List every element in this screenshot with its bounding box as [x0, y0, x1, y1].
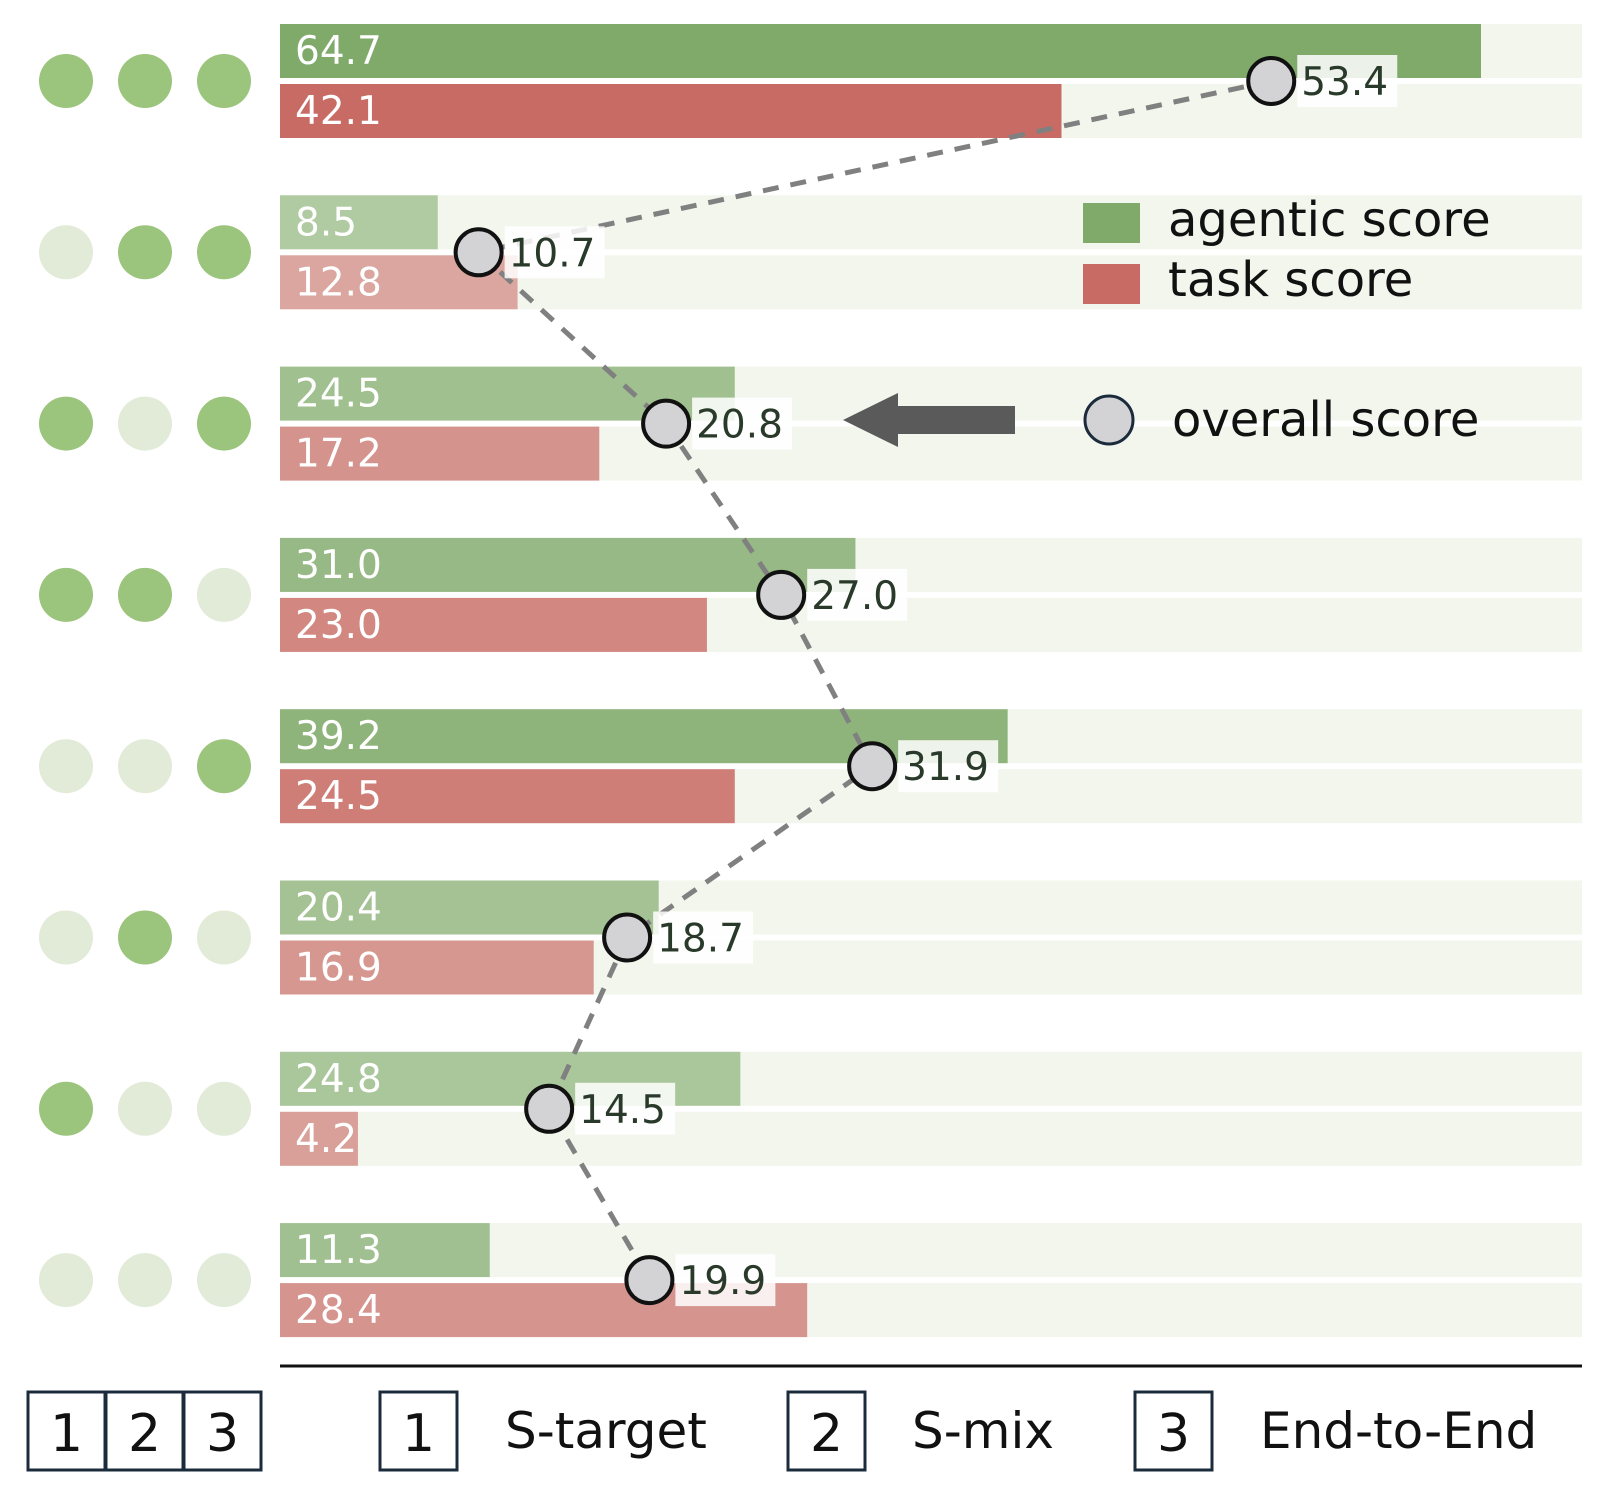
legend-agentic-label: agentic score [1168, 192, 1491, 248]
agentic-value-label: 31.0 [295, 543, 382, 588]
overall-value-label: 14.5 [579, 1088, 666, 1133]
stage-dot [197, 1253, 251, 1308]
agentic-bar [280, 1223, 490, 1278]
task-value-label: 12.8 [295, 260, 382, 305]
stage-dot [39, 910, 93, 965]
legend-agentic-swatch [1083, 203, 1140, 243]
task-value-label: 17.2 [295, 432, 382, 477]
stage-dot [197, 54, 251, 108]
stage-dot [118, 396, 172, 451]
stage-dot [197, 225, 251, 280]
overall-point [1246, 56, 1297, 106]
bar-track [280, 1111, 1582, 1166]
task-value-label: 28.4 [295, 1288, 382, 1333]
key-column-number: 3 [206, 1404, 239, 1464]
task-value-label: 16.9 [295, 946, 382, 991]
key-entry-box [786, 1390, 867, 1472]
agentic-value-label: 11.3 [295, 1228, 382, 1273]
stage-dot [118, 225, 172, 280]
overall-label-bg [675, 1254, 776, 1307]
legend-overall-label: overall score [1172, 392, 1479, 448]
task-value-label: 42.1 [295, 89, 382, 134]
key-column-box [182, 1390, 263, 1472]
task-bar [280, 597, 707, 652]
task-bar [280, 84, 1062, 138]
overall-value-label: 10.7 [509, 231, 596, 276]
stage-dot [39, 396, 93, 451]
key-entry-box [378, 1390, 459, 1472]
key-entry-number: 3 [1157, 1404, 1190, 1464]
stage-dot [118, 54, 172, 108]
bar-track [280, 1223, 1582, 1278]
task-bar [280, 769, 735, 824]
key-entry-label: S-target [505, 1402, 707, 1460]
stage-dot [39, 1081, 93, 1136]
stage-dot [118, 1081, 172, 1136]
stage-dot [197, 1081, 251, 1136]
stage-dot [197, 910, 251, 965]
stage-dot [39, 225, 93, 280]
key-entry-number: 1 [402, 1404, 435, 1464]
task-value-label: 4.2 [295, 1117, 357, 1162]
overall-trend-line [473, 78, 1272, 1282]
overall-label-bg [575, 1082, 676, 1135]
key-column-number: 1 [50, 1404, 83, 1464]
stage-dot [197, 396, 251, 451]
stage-dot [39, 1253, 93, 1308]
task-bar [280, 940, 594, 995]
agentic-value-label: 24.8 [295, 1057, 382, 1102]
stage-dot [197, 567, 251, 622]
agentic-value-label: 64.7 [295, 29, 382, 74]
agentic-bar [280, 195, 438, 250]
arrow-left-icon [843, 393, 1015, 447]
stage-dot [39, 54, 93, 108]
legend-overall-marker [1083, 394, 1135, 446]
key-entry-number: 2 [810, 1404, 843, 1464]
key-column-box [26, 1390, 107, 1472]
overall-label-bg [692, 397, 793, 450]
overall-point [624, 1255, 675, 1306]
overall-value-label: 31.9 [902, 745, 989, 790]
overall-label-bg [1297, 55, 1398, 107]
task-value-label: 24.5 [295, 774, 382, 819]
task-bar [280, 426, 600, 481]
stage-dot [197, 739, 251, 794]
overall-label-bg [898, 740, 999, 793]
key-entry-box [1133, 1390, 1214, 1472]
stage-dot [39, 567, 93, 622]
stage-dot [39, 739, 93, 794]
overall-value-label: 53.4 [1301, 60, 1388, 105]
overall-point [641, 398, 692, 449]
overall-point [524, 1083, 575, 1134]
overall-label-bg [807, 568, 908, 621]
overall-point [602, 912, 653, 963]
task-value-label: 23.0 [295, 603, 382, 648]
stage-dot [118, 739, 172, 794]
key-column-number: 2 [128, 1404, 161, 1464]
overall-point [847, 741, 898, 792]
task-bar [280, 1111, 358, 1166]
overall-value-label: 19.9 [679, 1259, 766, 1304]
stage-dot [118, 567, 172, 622]
overall-point [453, 227, 504, 278]
agentic-bar [280, 880, 659, 935]
agentic-value-label: 20.4 [295, 886, 382, 931]
agentic-value-label: 39.2 [295, 714, 382, 759]
overall-point [756, 569, 807, 620]
legend-task-swatch [1083, 264, 1140, 304]
stage-dot [118, 1253, 172, 1308]
legend-task-label: task score [1168, 252, 1413, 308]
key-entry-label: End-to-End [1260, 1402, 1537, 1460]
overall-label-bg [504, 226, 605, 279]
overall-value-label: 20.8 [696, 403, 783, 448]
key-column-box [104, 1390, 185, 1472]
overall-value-label: 27.0 [811, 574, 898, 619]
overall-label-bg [653, 911, 754, 964]
agentic-value-label: 24.5 [295, 372, 382, 417]
stage-dot [118, 910, 172, 965]
agentic-value-label: 8.5 [295, 200, 357, 245]
key-entry-label: S-mix [912, 1402, 1054, 1460]
overall-value-label: 18.7 [657, 917, 744, 962]
